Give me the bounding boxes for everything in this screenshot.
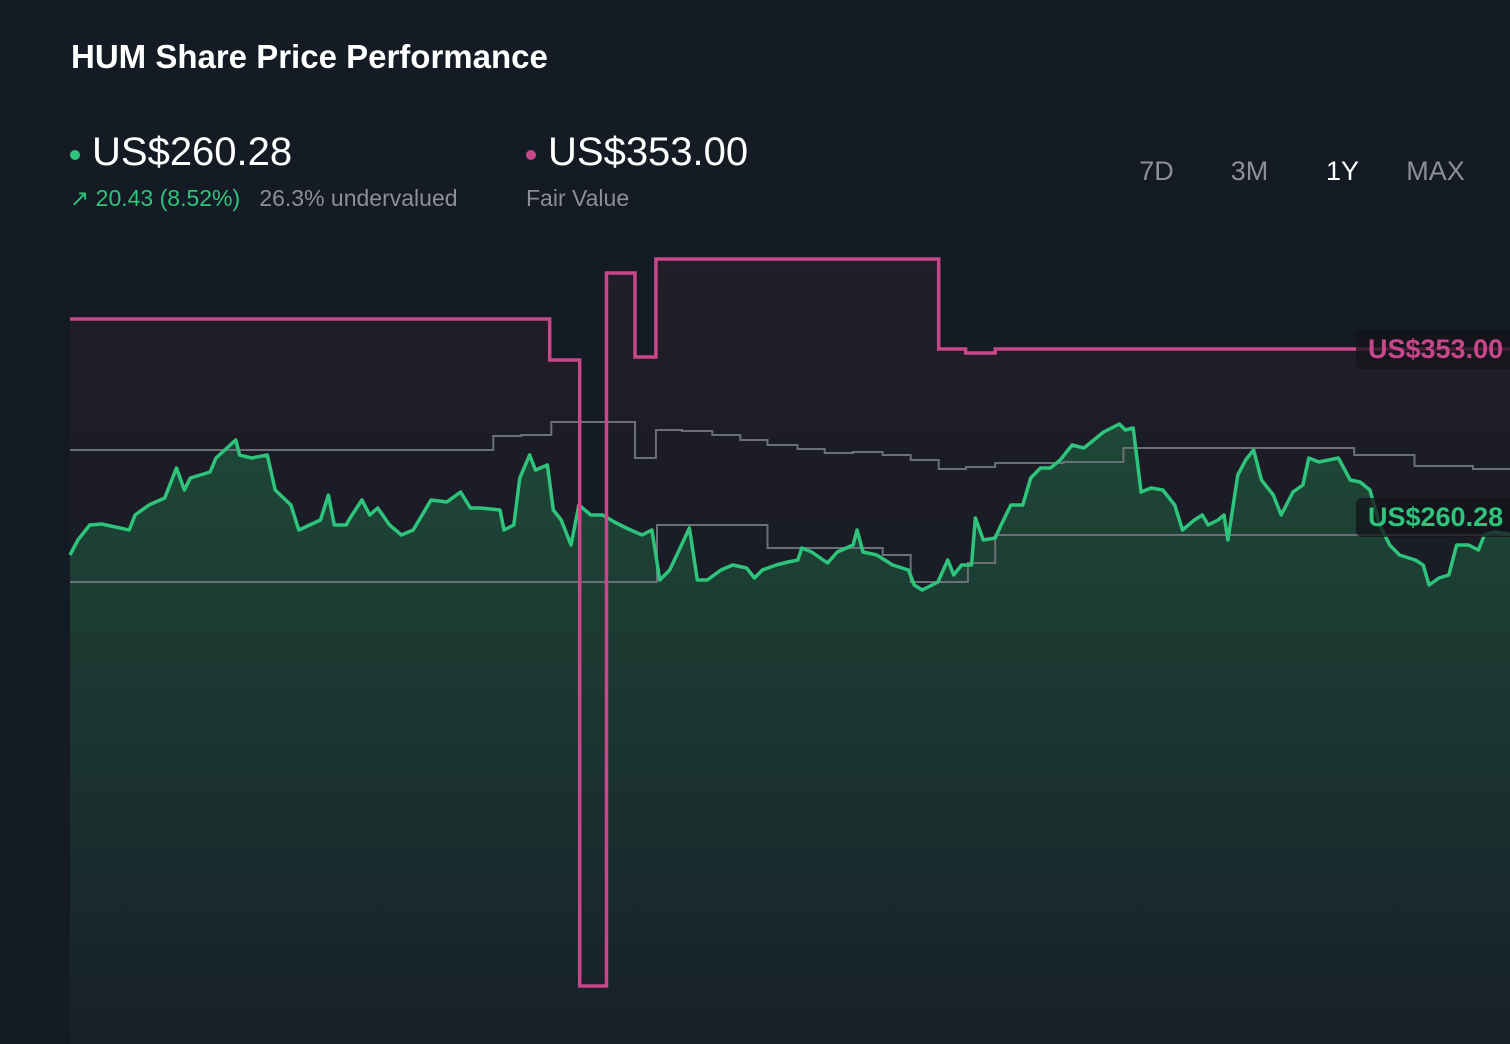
fair-value-legend-dot-icon xyxy=(526,149,536,160)
price-change: 20.43 (8.52%) xyxy=(95,185,241,211)
page-title: HUM Share Price Performance xyxy=(71,38,548,75)
fair-value-label: Fair Value xyxy=(526,185,630,211)
price-legend-dot-icon xyxy=(70,149,80,160)
share-price-line xyxy=(68,422,1510,592)
time-range-selector: 7D 3M 1Y MAX xyxy=(1110,156,1482,187)
fair-value-value: US$353.00 xyxy=(548,130,749,174)
lower-reference-line xyxy=(70,524,1510,583)
fair-value-stat: US$353.00 Fair Value xyxy=(526,130,748,212)
fair-value-end-label: US$353.00 xyxy=(1356,330,1510,369)
share-price-area xyxy=(70,424,1510,1044)
upper-reference-line xyxy=(70,421,1510,470)
range-7d[interactable]: 7D xyxy=(1139,156,1174,186)
price-end-label: US$260.28 xyxy=(1356,498,1510,537)
share-price-value: US$260.28 xyxy=(92,130,293,174)
range-1y[interactable]: 1Y xyxy=(1325,156,1360,186)
range-3m[interactable]: 3M xyxy=(1230,156,1269,186)
arrow-up-right-icon: ↗ xyxy=(70,185,90,211)
share-price-stat: US$260.28 ↗ 20.43 (8.52%) 26.3% underval… xyxy=(70,130,458,212)
fair-value-line xyxy=(70,257,1510,988)
range-max[interactable]: MAX xyxy=(1406,156,1465,186)
valuation-text: 26.3% undervalued xyxy=(259,185,458,211)
